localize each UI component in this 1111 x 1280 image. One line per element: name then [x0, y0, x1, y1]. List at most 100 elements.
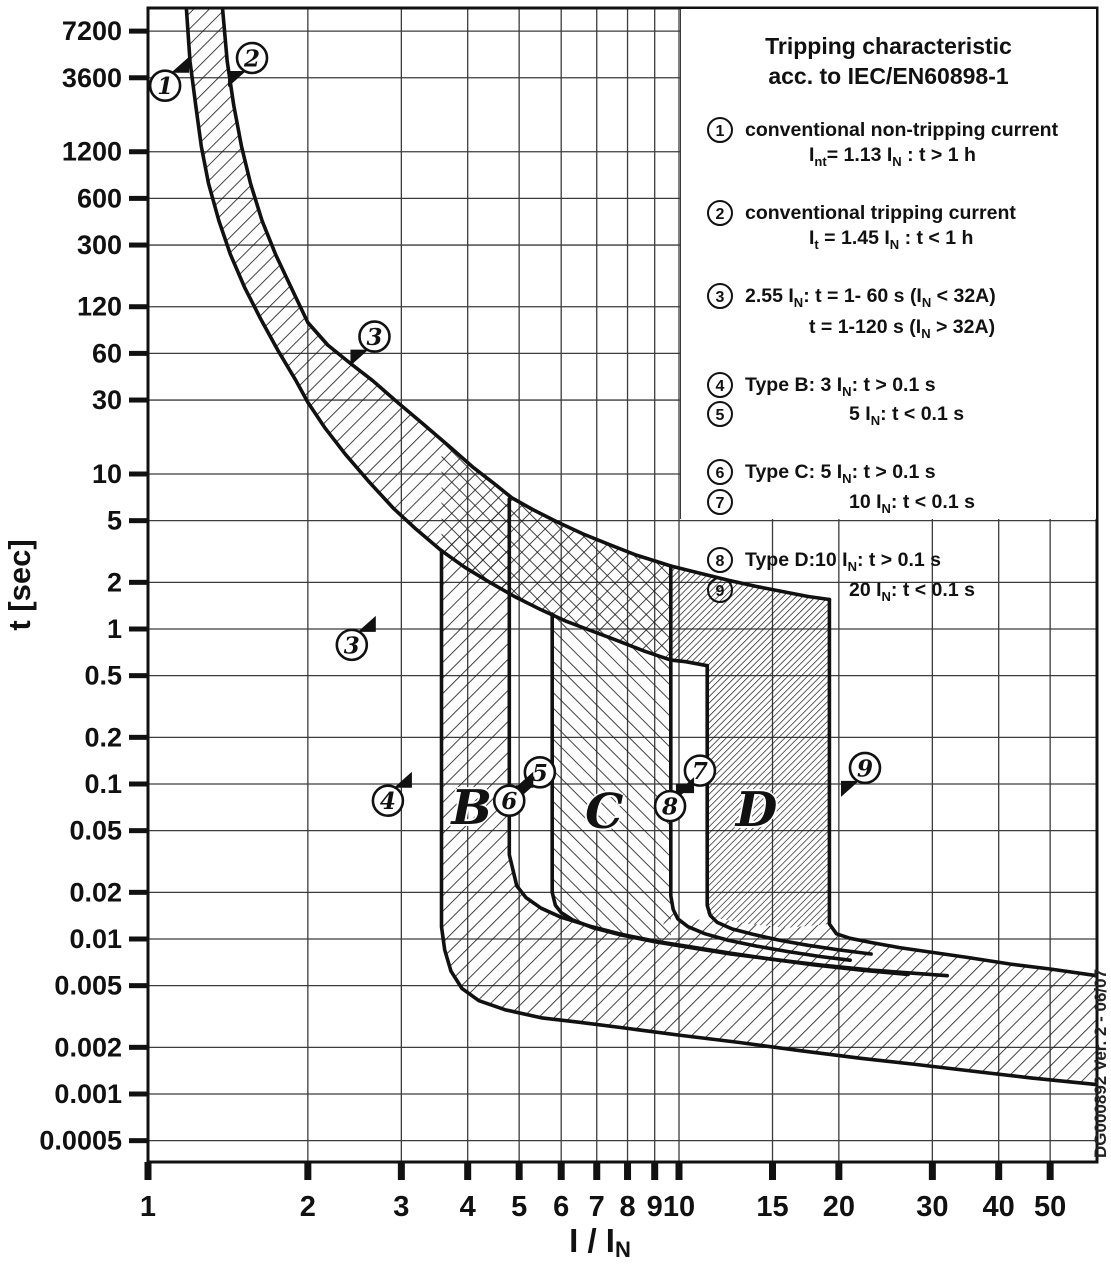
x-tick-label: 4	[460, 1191, 476, 1223]
marker-pointer-icon	[171, 56, 190, 73]
y-tick-label: 5	[107, 506, 122, 536]
curve-upper-tripping-curve-1.45IN	[220, 8, 673, 568]
x-tick	[593, 1162, 601, 1180]
y-tick	[129, 781, 148, 787]
x-tick	[557, 1162, 565, 1180]
y-tick-label: 0.5	[84, 661, 122, 691]
legend-item-7: 7 10 IN: t < 0.1 s	[707, 489, 1096, 521]
marker-circle	[848, 751, 882, 785]
curve-lower-non-tripping-curve-1.13IN	[184, 8, 673, 662]
y-tick	[129, 518, 148, 524]
legend-box: Tripping characteristic acc. to IEC/EN60…	[680, 9, 1096, 604]
x-tick	[928, 1162, 936, 1180]
x-tick	[1046, 1162, 1054, 1180]
region-crosshatch-overlay	[441, 439, 671, 661]
x-tick-label: 2	[300, 1191, 316, 1223]
marker-number: 3	[366, 324, 382, 351]
y-tick-label: 1	[107, 614, 122, 644]
region-band-D	[670, 566, 830, 928]
legend-item-6: 6 Type C: 5 IN: t > 0.1 s	[707, 459, 1096, 491]
hatched-regions	[186, 8, 1097, 1085]
y-tick	[129, 149, 148, 155]
y-tick-label: 0.1	[84, 769, 122, 799]
region-band-C	[552, 614, 671, 944]
x-axis-title: I / IN	[569, 1222, 631, 1262]
y-tick	[129, 673, 148, 679]
y-tick	[129, 471, 148, 477]
x-tick	[304, 1162, 312, 1180]
marker-circle	[683, 754, 717, 787]
legend-item-number: 4	[707, 371, 733, 398]
legend-item-3: 3 2.55 IN: t = 1- 60 s (IN < 32A) t = 1-12…	[707, 282, 1096, 346]
y-tick-label: 0.01	[69, 924, 122, 954]
curve-c-left-edge-5IN	[550, 612, 949, 978]
plot-border	[146, 6, 1099, 1164]
y-tick-label: 0.0005	[39, 1126, 122, 1156]
curve-b-left-edge-3IN-and-lowest-boundary	[439, 548, 1097, 1087]
curve-d-left-edge-10IN	[705, 663, 873, 956]
legend-title: Tripping characteristic acc. to IEC/EN60…	[765, 33, 1012, 89]
legend-item-1: 1 conventional non-tripping current Int= 1…	[707, 117, 1096, 174]
marker-circle	[653, 789, 687, 823]
marker-circle	[358, 320, 391, 353]
marker-circle	[371, 784, 405, 818]
marker-circle	[148, 69, 182, 103]
x-tick-label: 15	[756, 1191, 788, 1223]
x-tick	[464, 1162, 472, 1180]
curve-d-right-edge-20IN-and-band-top	[827, 597, 1097, 978]
marker-number: 7	[692, 758, 708, 785]
x-tick-label: 20	[823, 1191, 855, 1223]
marker-pointer-icon	[357, 615, 376, 632]
marker-number: 3	[344, 632, 360, 659]
y-tick	[129, 28, 148, 34]
y-tick-label: 10	[92, 459, 122, 489]
region-letter-C: C	[585, 784, 623, 840]
x-tick	[835, 1162, 843, 1180]
x-tick	[624, 1162, 632, 1180]
region-lower-band-and-B	[441, 499, 1097, 1085]
y-tick	[129, 242, 148, 248]
x-tick-label: 6	[553, 1191, 569, 1223]
marker-pointer-icon	[228, 70, 247, 87]
x-tick-label: 7	[589, 1191, 605, 1223]
y-tick-label: 0.001	[54, 1079, 122, 1109]
y-tick	[129, 397, 148, 403]
legend-item-number: 7	[707, 489, 733, 516]
y-tick	[129, 889, 148, 895]
y-tick	[129, 828, 148, 834]
y-tick-label: 0.02	[69, 877, 122, 907]
marker-pointer-icon	[840, 780, 859, 797]
legend-item-number: 5	[707, 401, 733, 428]
y-tick	[129, 936, 148, 942]
legend-item-number: 6	[707, 459, 733, 486]
marker-number: 6	[501, 788, 517, 815]
marker-number: 5	[532, 760, 548, 787]
y-tick	[129, 626, 148, 632]
legend-item-4: 4 Type B: 3 IN: t > 0.1 s	[707, 371, 1096, 404]
legend-item-number: 2	[707, 199, 733, 226]
y-tick-label: 1200	[62, 137, 122, 167]
marker-number: 4	[380, 788, 396, 815]
legend-items: 1 conventional non-tripping current Int= 1…	[681, 117, 1096, 609]
y-tick-label: 0.05	[69, 816, 122, 846]
marker-number: 2	[243, 45, 260, 72]
legend-item-text: conventional tripping current It = 1.45 I…	[745, 201, 1016, 252]
y-tick	[129, 983, 148, 989]
x-tick-label: 50	[1034, 1191, 1066, 1223]
marker-pointer-icon	[515, 771, 534, 788]
version-text: DG000892 Ver. 2 - 06/07	[1091, 969, 1110, 1158]
legend-item-text: 5 IN: t < 0.1 s	[849, 403, 965, 429]
characteristic-curves	[184, 8, 1097, 1087]
legend-item-text: 2.55 IN: t = 1- 60 s (IN < 32A) t = 1-120…	[745, 284, 996, 341]
y-tick	[129, 195, 148, 201]
x-tick	[515, 1162, 523, 1180]
axis-labels: 7200360012006003001206030105210.50.20.10…	[2, 16, 1066, 1262]
marker-pointer-icon	[350, 349, 369, 366]
marker-circle	[335, 628, 369, 662]
x-tick	[397, 1162, 405, 1180]
marker-circle	[235, 41, 269, 75]
x-tick-label: 9	[647, 1191, 663, 1223]
y-tick	[129, 1091, 148, 1097]
y-tick-label: 3600	[62, 63, 122, 93]
version-stamp: DG000892 Ver. 2 - 06/07	[1091, 969, 1110, 1158]
